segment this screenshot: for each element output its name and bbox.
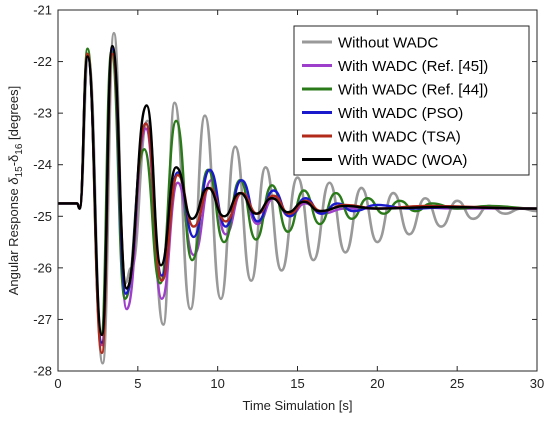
- y-label-delta1: δ: [6, 177, 21, 185]
- legend-label: With WADC (TSA): [338, 129, 461, 146]
- y-label-main: Angular Response: [6, 185, 21, 296]
- x-axis-label: Time Simulation [s]: [242, 398, 352, 413]
- x-tick-label: 5: [134, 376, 141, 391]
- legend-label: Without WADC: [338, 35, 438, 52]
- legend-label: With WADC (Ref. [44]): [338, 82, 488, 99]
- legend: Without WADC With WADC (Ref. [45]) With WA…: [293, 25, 530, 176]
- series-line: [58, 44, 537, 337]
- y-label-mid: -δ: [6, 155, 21, 167]
- x-tick-label: 0: [54, 376, 61, 391]
- y-label-sub2: 16: [14, 143, 25, 155]
- y-tick-label: -25: [33, 209, 52, 224]
- x-tick-label: 10: [210, 376, 224, 391]
- y-axis-label: Angular Response δ15-δ16 [degrees]: [6, 86, 25, 295]
- ticks-layer: 0 5 10 15 20 25 30 -21 -22 -23 -24 -25 -26 -27 -28: [33, 3, 544, 392]
- series-layer: [58, 31, 537, 365]
- legend-label: With WADC (Ref. [45]): [338, 58, 488, 75]
- legend-box: [293, 25, 530, 176]
- y-tick-label: -26: [33, 260, 52, 275]
- y-label-sub1: 15: [14, 166, 25, 178]
- y-tick-label: -23: [33, 106, 52, 121]
- y-tick-label: -27: [33, 312, 52, 327]
- y-tick-label: -24: [33, 157, 52, 172]
- legend-label: With WADC (WOA): [338, 152, 467, 169]
- x-tick-label: 15: [290, 376, 304, 391]
- y-tick-label: -28: [33, 364, 52, 379]
- y-label-unit: [degrees]: [6, 86, 21, 144]
- y-tick-label: -21: [33, 3, 52, 18]
- x-tick-label: 25: [450, 376, 464, 391]
- y-tick-label: -22: [33, 54, 52, 69]
- x-tick-label: 30: [530, 376, 544, 391]
- legend-label: With WADC (PSO): [338, 105, 463, 122]
- x-tick-label: 20: [370, 376, 384, 391]
- series-line: [58, 31, 537, 365]
